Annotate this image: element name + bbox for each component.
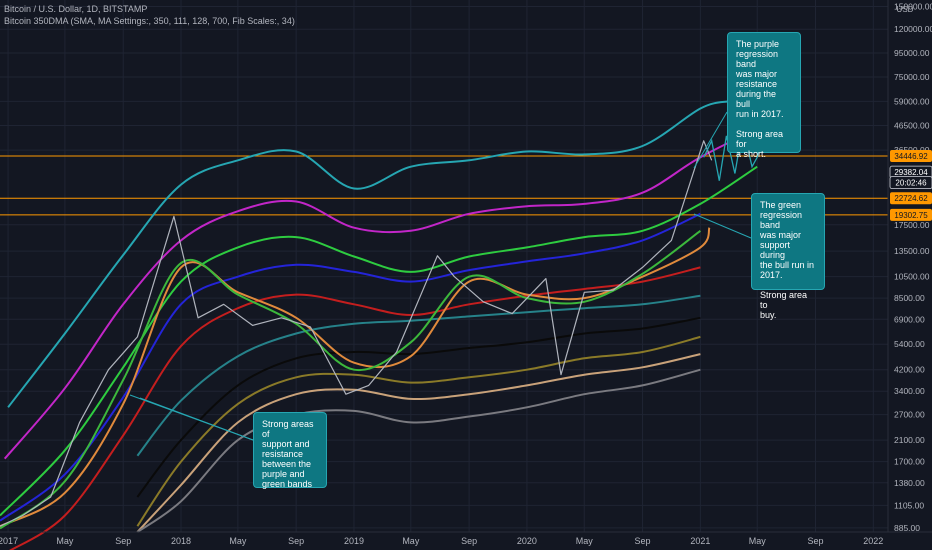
time-tick-13: May xyxy=(749,536,767,546)
time-tick-15: 2022 xyxy=(863,536,883,546)
price-label-29382-04: 29382.04 xyxy=(894,168,928,177)
price-tick-18: 1380.00 xyxy=(894,478,925,488)
indicator-title[interactable]: Bitcoin 350DMA (SMA, MA Settings:, 350, … xyxy=(4,16,295,26)
price-tick-17: 1700.00 xyxy=(894,457,925,467)
time-tick-12: 2021 xyxy=(690,536,710,546)
price-label-bg-0 xyxy=(890,149,932,162)
price-tick-0: 150000.00 xyxy=(894,2,932,12)
price-tick-2: 95000.00 xyxy=(894,48,930,58)
time-tick-14: Sep xyxy=(807,536,823,546)
time-tick-11: Sep xyxy=(635,536,651,546)
regression-bands xyxy=(0,100,765,550)
time-tick-8: Sep xyxy=(461,536,477,546)
time-tick-4: May xyxy=(229,536,247,546)
time-tick-5: Sep xyxy=(288,536,304,546)
series-5 xyxy=(136,294,701,457)
series-12 xyxy=(0,140,713,527)
series-8 xyxy=(136,353,701,533)
price-label-19302-75: 19302.75 xyxy=(894,211,928,220)
time-tick-10: May xyxy=(576,536,594,546)
price-tick-1: 120000.00 xyxy=(894,24,932,34)
series-2 xyxy=(0,165,758,517)
price-tick-8: 13500.00 xyxy=(894,246,930,256)
time-tick-9: 2020 xyxy=(517,536,537,546)
price-label-20-02-46: 20:02:46 xyxy=(895,179,927,188)
series-7 xyxy=(136,335,701,527)
price-tick-12: 5400.00 xyxy=(894,339,925,349)
price-tick-5: 46500.00 xyxy=(894,121,930,131)
pointer-0 xyxy=(693,111,728,169)
time-axis[interactable]: 2017 May Sep 2018 May Sep 2019 May Sep 2020 May Sep… xyxy=(0,536,883,546)
price-tick-13: 4200.00 xyxy=(894,365,925,375)
price-tick-19: 1105.00 xyxy=(894,500,924,510)
time-tick-6: 2019 xyxy=(344,536,364,546)
price-tick-3: 75000.00 xyxy=(894,72,930,82)
price-tick-14: 3400.00 xyxy=(894,386,925,396)
time-tick-1: May xyxy=(56,536,74,546)
time-tick-7: May xyxy=(402,536,420,546)
price-tick-15: 2700.00 xyxy=(894,410,925,420)
series-11 xyxy=(0,229,701,530)
price-label-bg-2 xyxy=(889,176,932,190)
price-tick-11: 6900.00 xyxy=(894,314,925,324)
price-label-22724-62: 22724.62 xyxy=(894,194,928,203)
time-tick-2: Sep xyxy=(115,536,131,546)
price-label-bg-4 xyxy=(890,208,932,221)
green-band-callout[interactable]: The green regression band was major supp… xyxy=(751,193,825,320)
pointer-4 xyxy=(139,397,254,441)
price-tick-7: 17500.00 xyxy=(894,220,930,230)
price-tick-4: 59000.00 xyxy=(894,96,930,106)
price-tick-20: 885.00 xyxy=(894,523,920,533)
price-tick-9: 10500.00 xyxy=(894,272,930,282)
time-tick-3: 2018 xyxy=(171,536,191,546)
horizontal-levels xyxy=(0,155,888,216)
currency-label: USD xyxy=(897,5,914,14)
price-label-34446-92: 34446.92 xyxy=(894,152,928,161)
price-tick-16: 2100.00 xyxy=(894,435,925,445)
price-tick-10: 8500.00 xyxy=(894,293,925,303)
series-6 xyxy=(136,316,701,498)
series-4 xyxy=(9,266,701,550)
symbol-title[interactable]: Bitcoin / U.S. Dollar, 1D, BITSTAMP xyxy=(4,4,148,14)
time-tick-0: 2017 xyxy=(0,536,18,546)
annotation-pointers xyxy=(129,111,752,441)
series-3 xyxy=(0,212,701,522)
series-0 xyxy=(7,100,729,408)
series-1 xyxy=(3,124,765,460)
purple-band-callout[interactable]: The purple regression band was major res… xyxy=(727,32,801,159)
support-resistance-callout[interactable]: Strong areas of support and resistance b… xyxy=(253,412,327,489)
series-9 xyxy=(136,368,701,533)
pointer-2 xyxy=(693,213,752,239)
price-label-bg-3 xyxy=(890,192,932,205)
price-labels: 34446.92 29382.04 20:02:46 22724.62 19302.75 xyxy=(889,149,932,221)
